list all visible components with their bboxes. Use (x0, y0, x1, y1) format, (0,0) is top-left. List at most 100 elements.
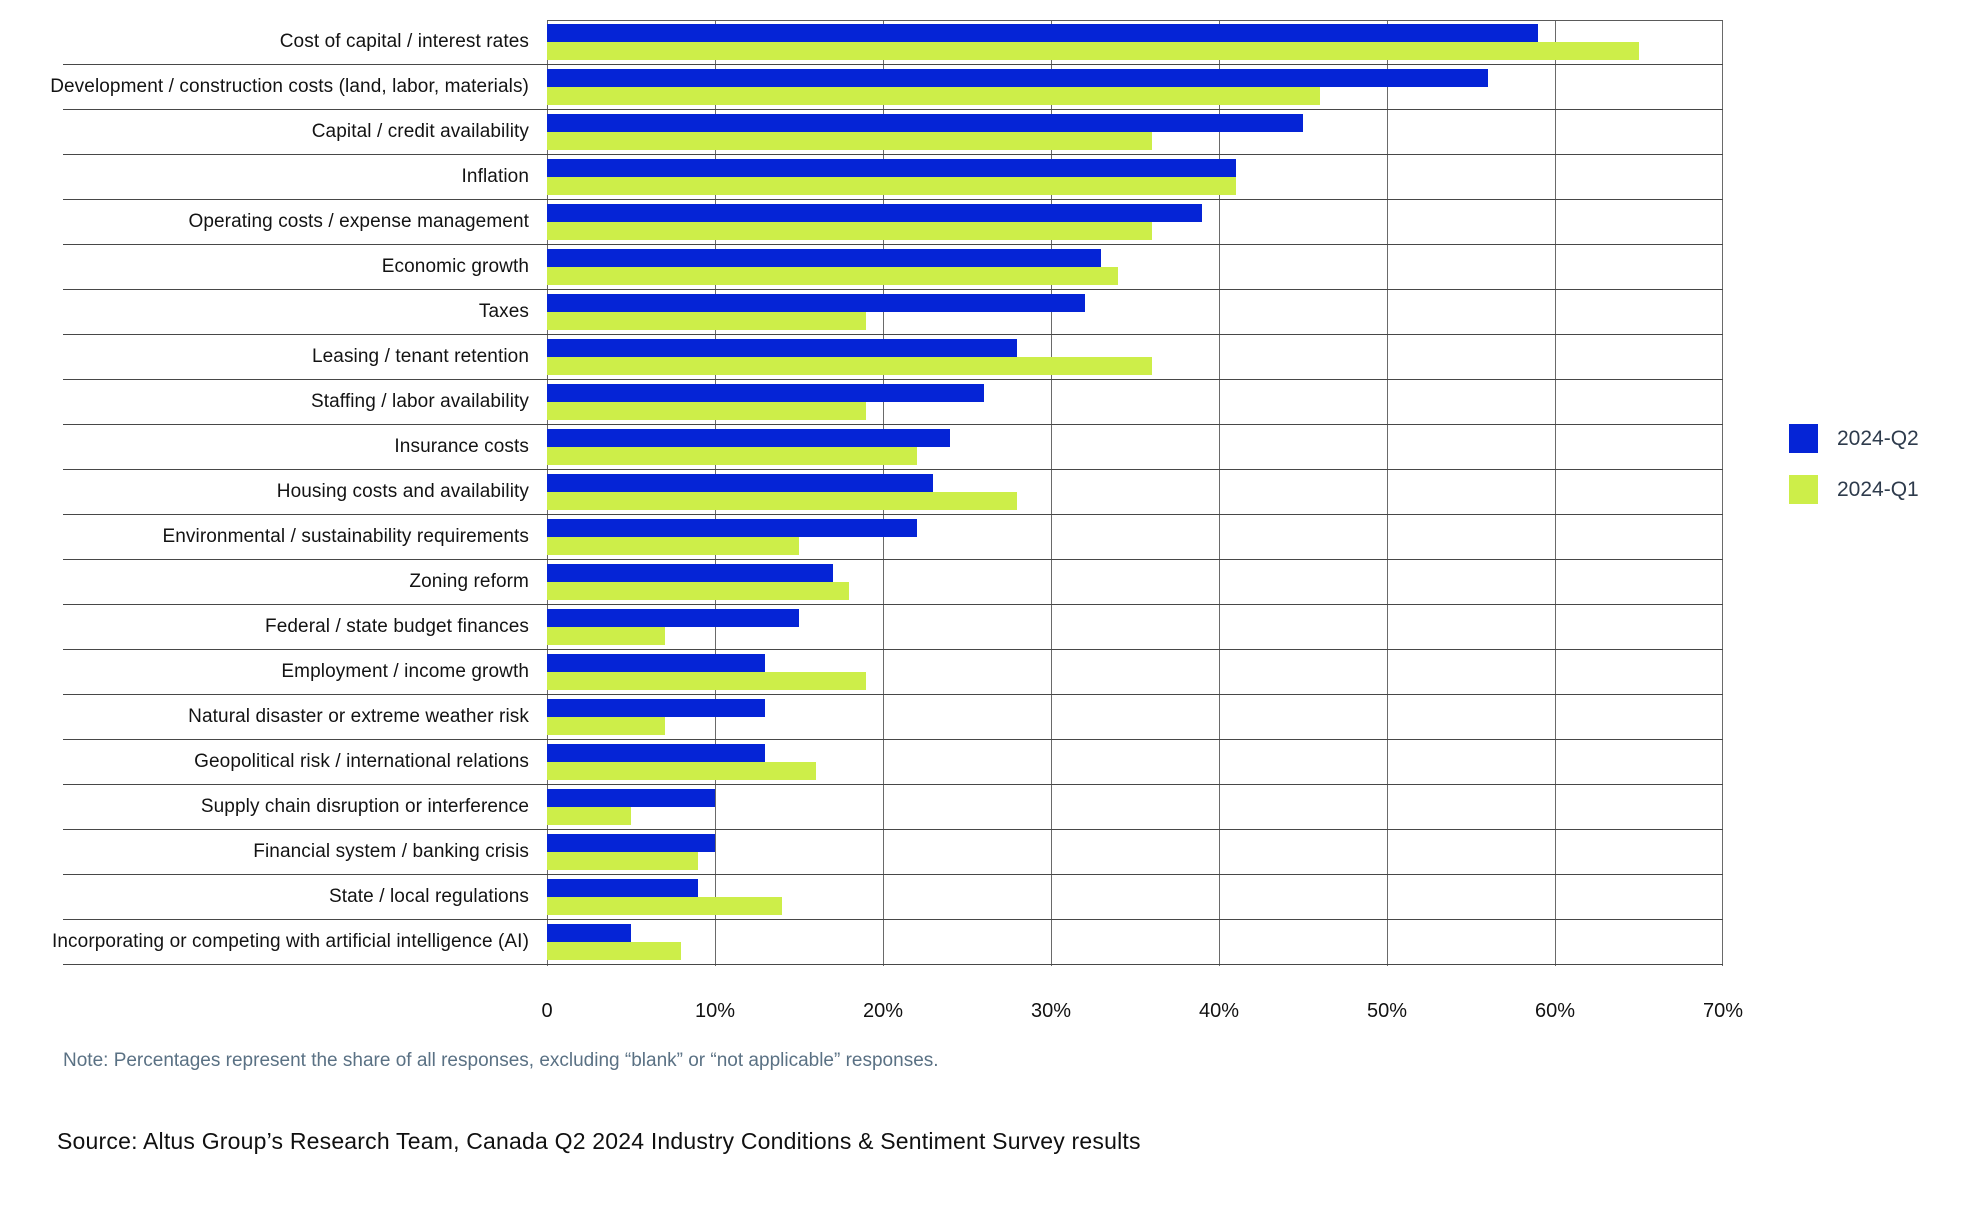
category-bars (547, 20, 1723, 64)
category-bars (547, 920, 1723, 964)
category-bars (547, 740, 1723, 784)
category-bars (547, 335, 1723, 379)
tick-label: 30% (1030, 1000, 1072, 1022)
bar-2024-Q1 (547, 852, 699, 870)
category-label-cell: Natural disaster or extreme weather risk (63, 695, 547, 739)
chart-row: State / local regulations (63, 875, 1723, 920)
bar-2024-Q2 (547, 519, 917, 537)
bar-2024-Q2 (547, 654, 766, 672)
bar-2024-Q2 (547, 474, 934, 492)
category-label: Supply chain disruption or interference (200, 796, 529, 817)
category-label: Leasing / tenant retention (311, 346, 529, 367)
bar-2024-Q2 (547, 564, 833, 582)
category-label-cell: Development / construction costs (land, … (50, 65, 547, 109)
bar-2024-Q2 (547, 744, 766, 762)
tick-label: 20% (862, 1000, 904, 1022)
category-label: State / local regulations (328, 886, 529, 907)
bar-2024-Q1 (547, 492, 1018, 510)
category-label-cell: Federal / state budget finances (63, 605, 547, 649)
category-label-cell: Supply chain disruption or interference (63, 785, 547, 829)
category-label-cell: Environmental / sustainability requireme… (63, 515, 547, 559)
category-label-cell: Insurance costs (63, 425, 547, 469)
x-axis: 0 10% 20% 30% 40% 50% 60% 70% (541, 1000, 1743, 1026)
bar-2024-Q2 (547, 114, 1303, 132)
bar-2024-Q2 (547, 609, 799, 627)
category-label: Development / construction costs (land, … (50, 76, 529, 97)
legend-label: 2024-Q2 (1837, 426, 1919, 450)
category-label-cell: Inflation (63, 155, 547, 199)
category-label-cell: Zoning reform (63, 560, 547, 604)
category-label: Operating costs / expense management (188, 211, 529, 232)
note-text: Note: Percentages represent the share of… (63, 1050, 939, 1071)
bar-2024-Q1 (547, 87, 1320, 105)
category-label-cell: Geopolitical risk / international relati… (63, 740, 547, 784)
category-bars (547, 290, 1723, 334)
category-label-cell: Cost of capital / interest rates (63, 20, 547, 64)
category-label-cell: Economic growth (63, 245, 547, 289)
bar-2024-Q1 (547, 402, 867, 420)
legend-swatch (1789, 424, 1818, 453)
bar-2024-Q2 (547, 69, 1488, 87)
chart-row: Operating costs / expense management (63, 200, 1723, 245)
chart-row: Development / construction costs (land, … (50, 65, 1723, 110)
chart-row: Cost of capital / interest rates (63, 20, 1723, 65)
category-label: Federal / state budget finances (265, 616, 529, 637)
category-bars (547, 245, 1723, 289)
bar-2024-Q2 (547, 159, 1236, 177)
chart-row: Employment / income growth (63, 650, 1723, 695)
category-label: Taxes (478, 301, 529, 322)
chart-row: Environmental / sustainability requireme… (63, 515, 1723, 560)
legend-swatch (1789, 475, 1818, 504)
bar-2024-Q1 (547, 357, 1152, 375)
chart-row: Capital / credit availability (63, 110, 1723, 155)
category-label: Natural disaster or extreme weather risk (188, 706, 529, 727)
category-bars (547, 200, 1723, 244)
category-bars (547, 470, 1723, 514)
chart-row: Supply chain disruption or interference (63, 785, 1723, 830)
category-bars (547, 605, 1723, 649)
bar-2024-Q2 (547, 834, 715, 852)
bar-2024-Q2 (547, 429, 951, 447)
tick-label: 50% (1366, 1000, 1408, 1022)
chart-rows: Cost of capital / interest rates Develop… (50, 20, 1723, 965)
category-label: Incorporating or competing with artifici… (52, 931, 529, 952)
bar-2024-Q1 (547, 807, 631, 825)
category-label: Cost of capital / interest rates (279, 31, 529, 52)
bar-2024-Q1 (547, 897, 783, 915)
bar-2024-Q2 (547, 384, 984, 402)
bar-2024-Q1 (547, 627, 665, 645)
legend-label: 2024-Q1 (1837, 477, 1919, 501)
category-label: Housing costs and availability (276, 481, 529, 502)
chart-row: Taxes (63, 290, 1723, 335)
source-text: Source: Altus Group’s Research Team, Can… (57, 1128, 1141, 1154)
chart-row: Staffing / labor availability (63, 380, 1723, 425)
tick-label: 10% (694, 1000, 736, 1022)
chart-row: Housing costs and availability (63, 470, 1723, 515)
chart-row: Federal / state budget finances (63, 605, 1723, 650)
chart-row: Natural disaster or extreme weather risk (63, 695, 1723, 740)
bar-2024-Q2 (547, 699, 766, 717)
bar-2024-Q2 (547, 249, 1102, 267)
category-label: Economic growth (381, 256, 529, 277)
category-label-cell: Employment / income growth (63, 650, 547, 694)
category-label: Inflation (461, 166, 529, 187)
tick-label: 40% (1198, 1000, 1240, 1022)
legend: 2024-Q2 2024-Q1 (1789, 424, 1919, 526)
category-bars (547, 515, 1723, 559)
category-label-cell: Leasing / tenant retention (63, 335, 547, 379)
category-bars (547, 830, 1723, 874)
category-bars (547, 155, 1723, 199)
category-label: Environmental / sustainability requireme… (162, 526, 529, 547)
tick-label: 70% (1702, 1000, 1744, 1022)
bar-2024-Q1 (547, 222, 1152, 240)
chart-row: Economic growth (63, 245, 1723, 290)
bar-2024-Q1 (547, 267, 1119, 285)
bar-2024-Q1 (547, 672, 867, 690)
category-bars (547, 785, 1723, 829)
tick-label: 0 (541, 1000, 553, 1022)
category-label-cell: State / local regulations (63, 875, 547, 919)
category-label: Staffing / labor availability (310, 391, 529, 412)
category-label: Zoning reform (409, 571, 529, 592)
chart-row: Geopolitical risk / international relati… (63, 740, 1723, 785)
